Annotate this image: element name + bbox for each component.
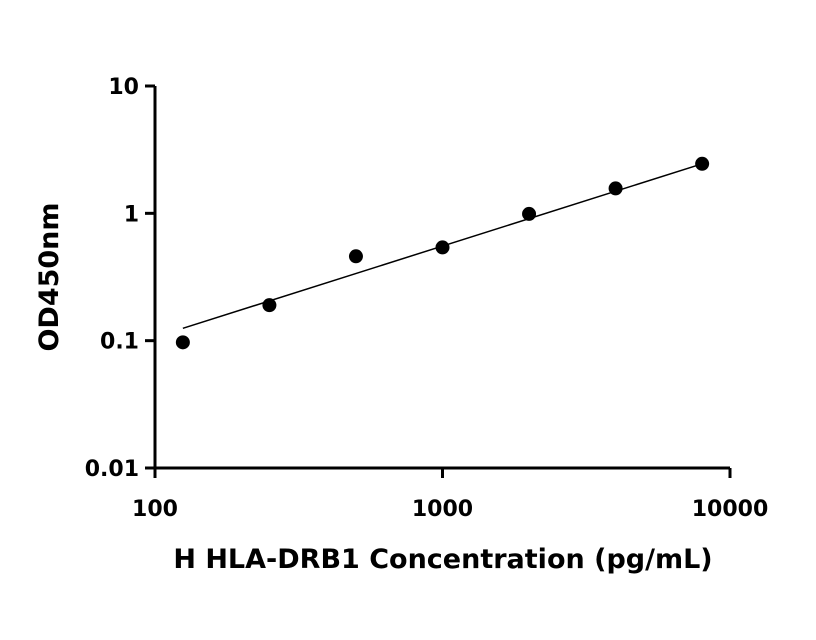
y-tick-label: 0.01 [85, 457, 139, 482]
y-tick-label: 1 [124, 202, 139, 227]
x-tick-label: 10000 [692, 497, 769, 522]
data-point [435, 240, 450, 255]
data-point [608, 181, 623, 196]
x-tick-label: 1000 [412, 497, 473, 522]
axes [153, 86, 730, 470]
y-ticks: 0.01 0.1 1 10 [85, 75, 155, 482]
data-point [348, 249, 363, 264]
x-tick-label: 100 [132, 497, 178, 522]
x-ticks: 100 1000 10000 [132, 468, 768, 522]
data-points [175, 156, 710, 350]
y-tick-label: 0.1 [100, 330, 139, 355]
data-point [262, 298, 277, 313]
y-tick-label: 10 [108, 75, 139, 100]
data-point [175, 335, 190, 350]
data-point [522, 206, 537, 221]
data-point [695, 156, 710, 171]
y-axis-label: OD450nm [34, 202, 65, 351]
x-axis-label: H HLA-DRB1 Concentration (pg/mL) [173, 544, 712, 575]
